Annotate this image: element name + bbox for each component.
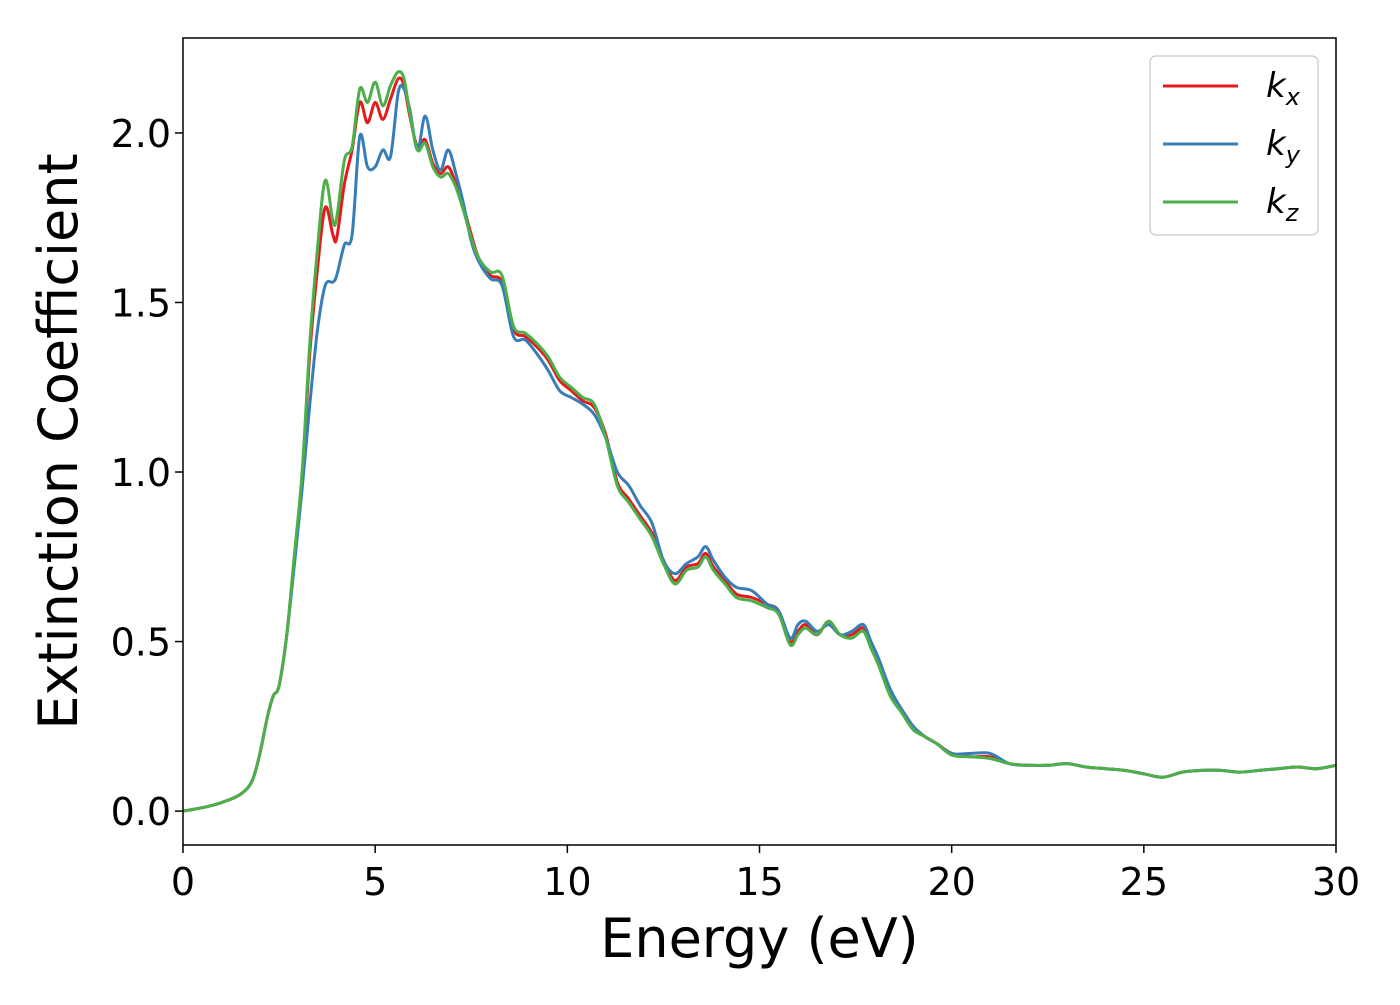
x-axis-title: Energy (eV) (600, 907, 919, 970)
legend-label-ky: ky (1266, 124, 1301, 169)
legend-label-kz: kz (1266, 182, 1300, 227)
x-tick-label: 30 (1312, 860, 1360, 904)
x-tick-label: 5 (363, 860, 387, 904)
y-tick-label: 0.5 (111, 621, 171, 665)
y-tick-label: 1.0 (111, 451, 171, 495)
y-tick-label: 0.0 (111, 790, 171, 834)
y-axis-title: Extinction Coefficient (27, 153, 90, 729)
y-axis: 0.0 0.5 1.0 1.5 2.0 (111, 112, 183, 834)
y-tick-label: 1.5 (111, 281, 171, 325)
legend-label-kx: kx (1266, 66, 1301, 111)
x-tick-label: 25 (1120, 860, 1168, 904)
series-line-kz (182, 70, 1337, 813)
series-layer (182, 70, 1337, 813)
legend: kx ky kz (1149, 55, 1319, 236)
x-tick-label: 15 (735, 860, 783, 904)
y-tick-label: 2.0 (111, 112, 171, 156)
x-tick-label: 0 (171, 860, 195, 904)
x-tick-label: 10 (543, 860, 591, 904)
x-tick-label: 20 (927, 860, 975, 904)
x-axis: 0 5 10 15 20 25 30 (171, 845, 1360, 904)
